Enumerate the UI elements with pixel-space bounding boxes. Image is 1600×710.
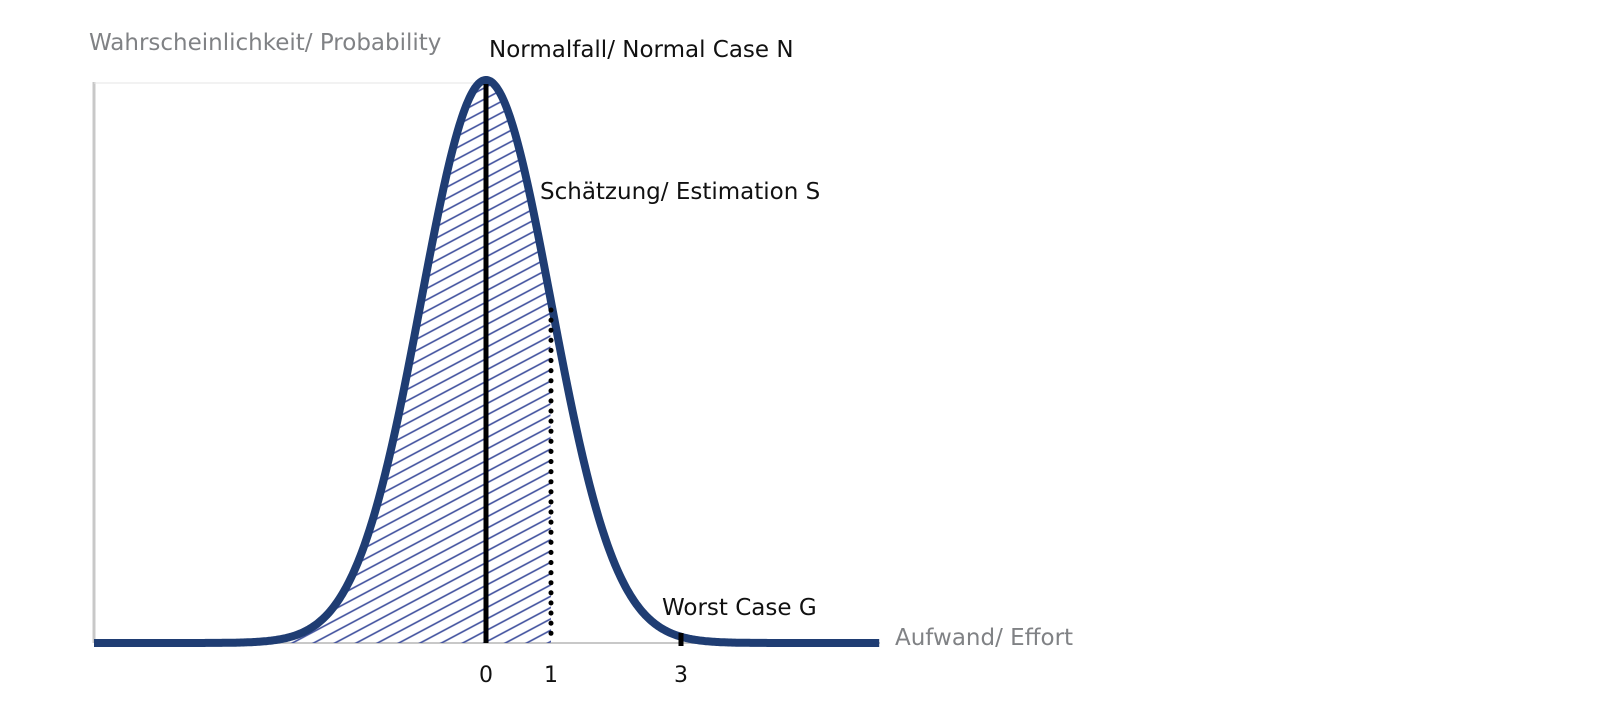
annotation-label: Worst Case G (662, 595, 817, 621)
x-tick-label: 3 (674, 663, 688, 688)
annotation-label: Schätzung/ Estimation S (540, 179, 820, 205)
shaded-area (94, 80, 551, 643)
x-tick-label: 0 (479, 663, 493, 688)
y-axis-title: Wahrscheinlichkeit/ Probability (89, 30, 441, 56)
x-axis-title: Aufwand/ Effort (895, 625, 1073, 651)
normal-curve (91, 76, 882, 647)
x-tick-label: 1 (544, 663, 558, 688)
annotation-label: Normalfall/ Normal Case N (489, 37, 794, 63)
